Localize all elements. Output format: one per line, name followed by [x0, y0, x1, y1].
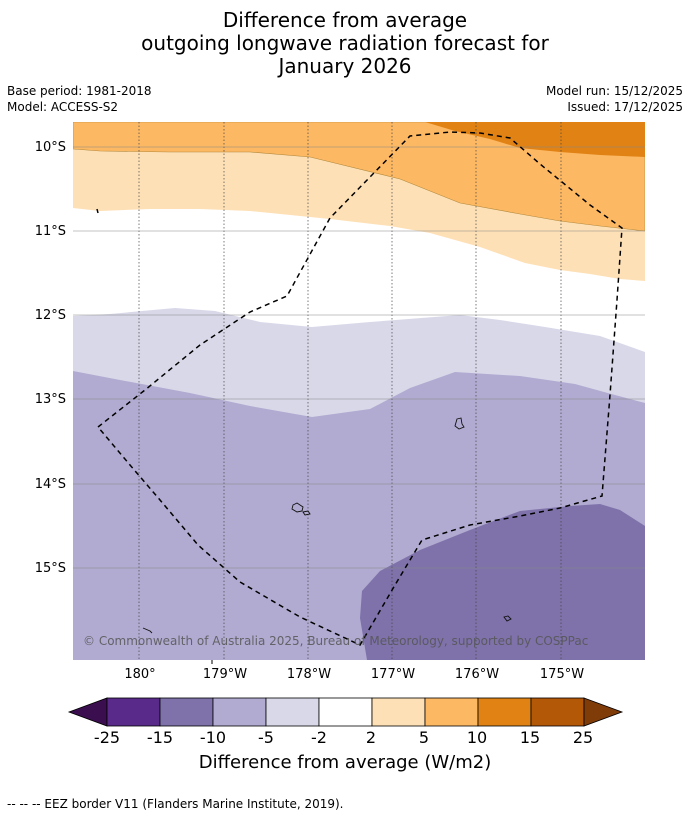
- colorbar-tick-minus5: -5: [258, 728, 274, 747]
- contour-minus10-to-minus15: [360, 504, 645, 660]
- colorbar-segment: [424, 697, 479, 727]
- base-period: Base period: 1981-2018: [7, 84, 152, 98]
- colorbar-tick-minus2: -2: [311, 728, 327, 747]
- lon-label-175w: 175°W: [540, 667, 584, 682]
- title-line-2: outgoing longwave radiation forecast for: [141, 31, 549, 55]
- lat-label-10s: 10°S: [35, 140, 66, 155]
- colorbar-tick-25: 25: [572, 728, 594, 747]
- colorbar-segment: [477, 697, 532, 727]
- lon-label-178w: 178°W: [287, 667, 331, 682]
- graticule-lat: [73, 146, 645, 569]
- colorbar-tick-15: 15: [519, 728, 541, 747]
- colorbar-tick-10: 10: [466, 728, 488, 747]
- lon-label-180: 180°: [124, 667, 155, 682]
- colorbar-segment: [106, 697, 161, 727]
- model-run: Model run: 15/12/2025: [545, 84, 683, 98]
- colorbar-segment: [212, 697, 267, 727]
- colorbar-tick-minus10: -10: [199, 728, 227, 747]
- colorbar-tick-2: 2: [365, 728, 377, 747]
- islands: [142, 417, 512, 634]
- map-plot-area: © Commonwealth of Australia 2025, Bureau…: [73, 122, 645, 660]
- lon-label-176w: 176°W: [455, 667, 499, 682]
- island-north: [454, 417, 465, 430]
- colorbar-tick-minus15: -15: [146, 728, 174, 747]
- colorbar-extend-low: [67, 697, 108, 727]
- lat-label-14s: 14°S: [35, 477, 66, 492]
- title-line-1: Difference from average: [222, 8, 468, 32]
- lat-label-11s: 11°S: [35, 224, 66, 239]
- colorbar-label: Difference from average (W/m2): [198, 752, 492, 773]
- eez-footnote: -- -- -- EEZ border V11 (Flanders Marine…: [7, 797, 344, 811]
- colorbar: [67, 697, 624, 727]
- graticule-lon: [138, 122, 562, 660]
- colorbar-tick-5: 5: [418, 728, 430, 747]
- contour-5-to-10: [73, 122, 645, 232]
- lat-label-12s: 12°S: [35, 308, 66, 323]
- model-name: Model: ACCESS-S2: [7, 100, 119, 114]
- colorbar-tick-minus25: -25: [93, 728, 121, 747]
- title-line-3: January 2026: [278, 54, 412, 78]
- issued-date: Issued: 17/12/2025: [567, 100, 683, 114]
- lon-label-179w: 179°W: [203, 667, 247, 682]
- island-west: [291, 502, 304, 513]
- colorbar-segment: [265, 697, 320, 727]
- island-west-small: [302, 510, 311, 516]
- colorbar-segment: [159, 697, 214, 727]
- colorbar-extend-high: [583, 697, 624, 727]
- lat-label-13s: 13°S: [35, 392, 66, 407]
- colorbar-segment: [530, 697, 585, 727]
- island-south: [503, 615, 512, 622]
- colorbar-segment: [371, 697, 426, 727]
- copyright-text: © Commonwealth of Australia 2025, Bureau…: [83, 634, 588, 648]
- eez-border-fragment: [96, 208, 99, 214]
- lon-label-177w: 177°W: [371, 667, 415, 682]
- contour-10-to-15: [425, 122, 645, 157]
- lat-label-15s: 15°S: [35, 561, 66, 576]
- colorbar-segment: [318, 697, 373, 727]
- island-southwest: [142, 627, 153, 634]
